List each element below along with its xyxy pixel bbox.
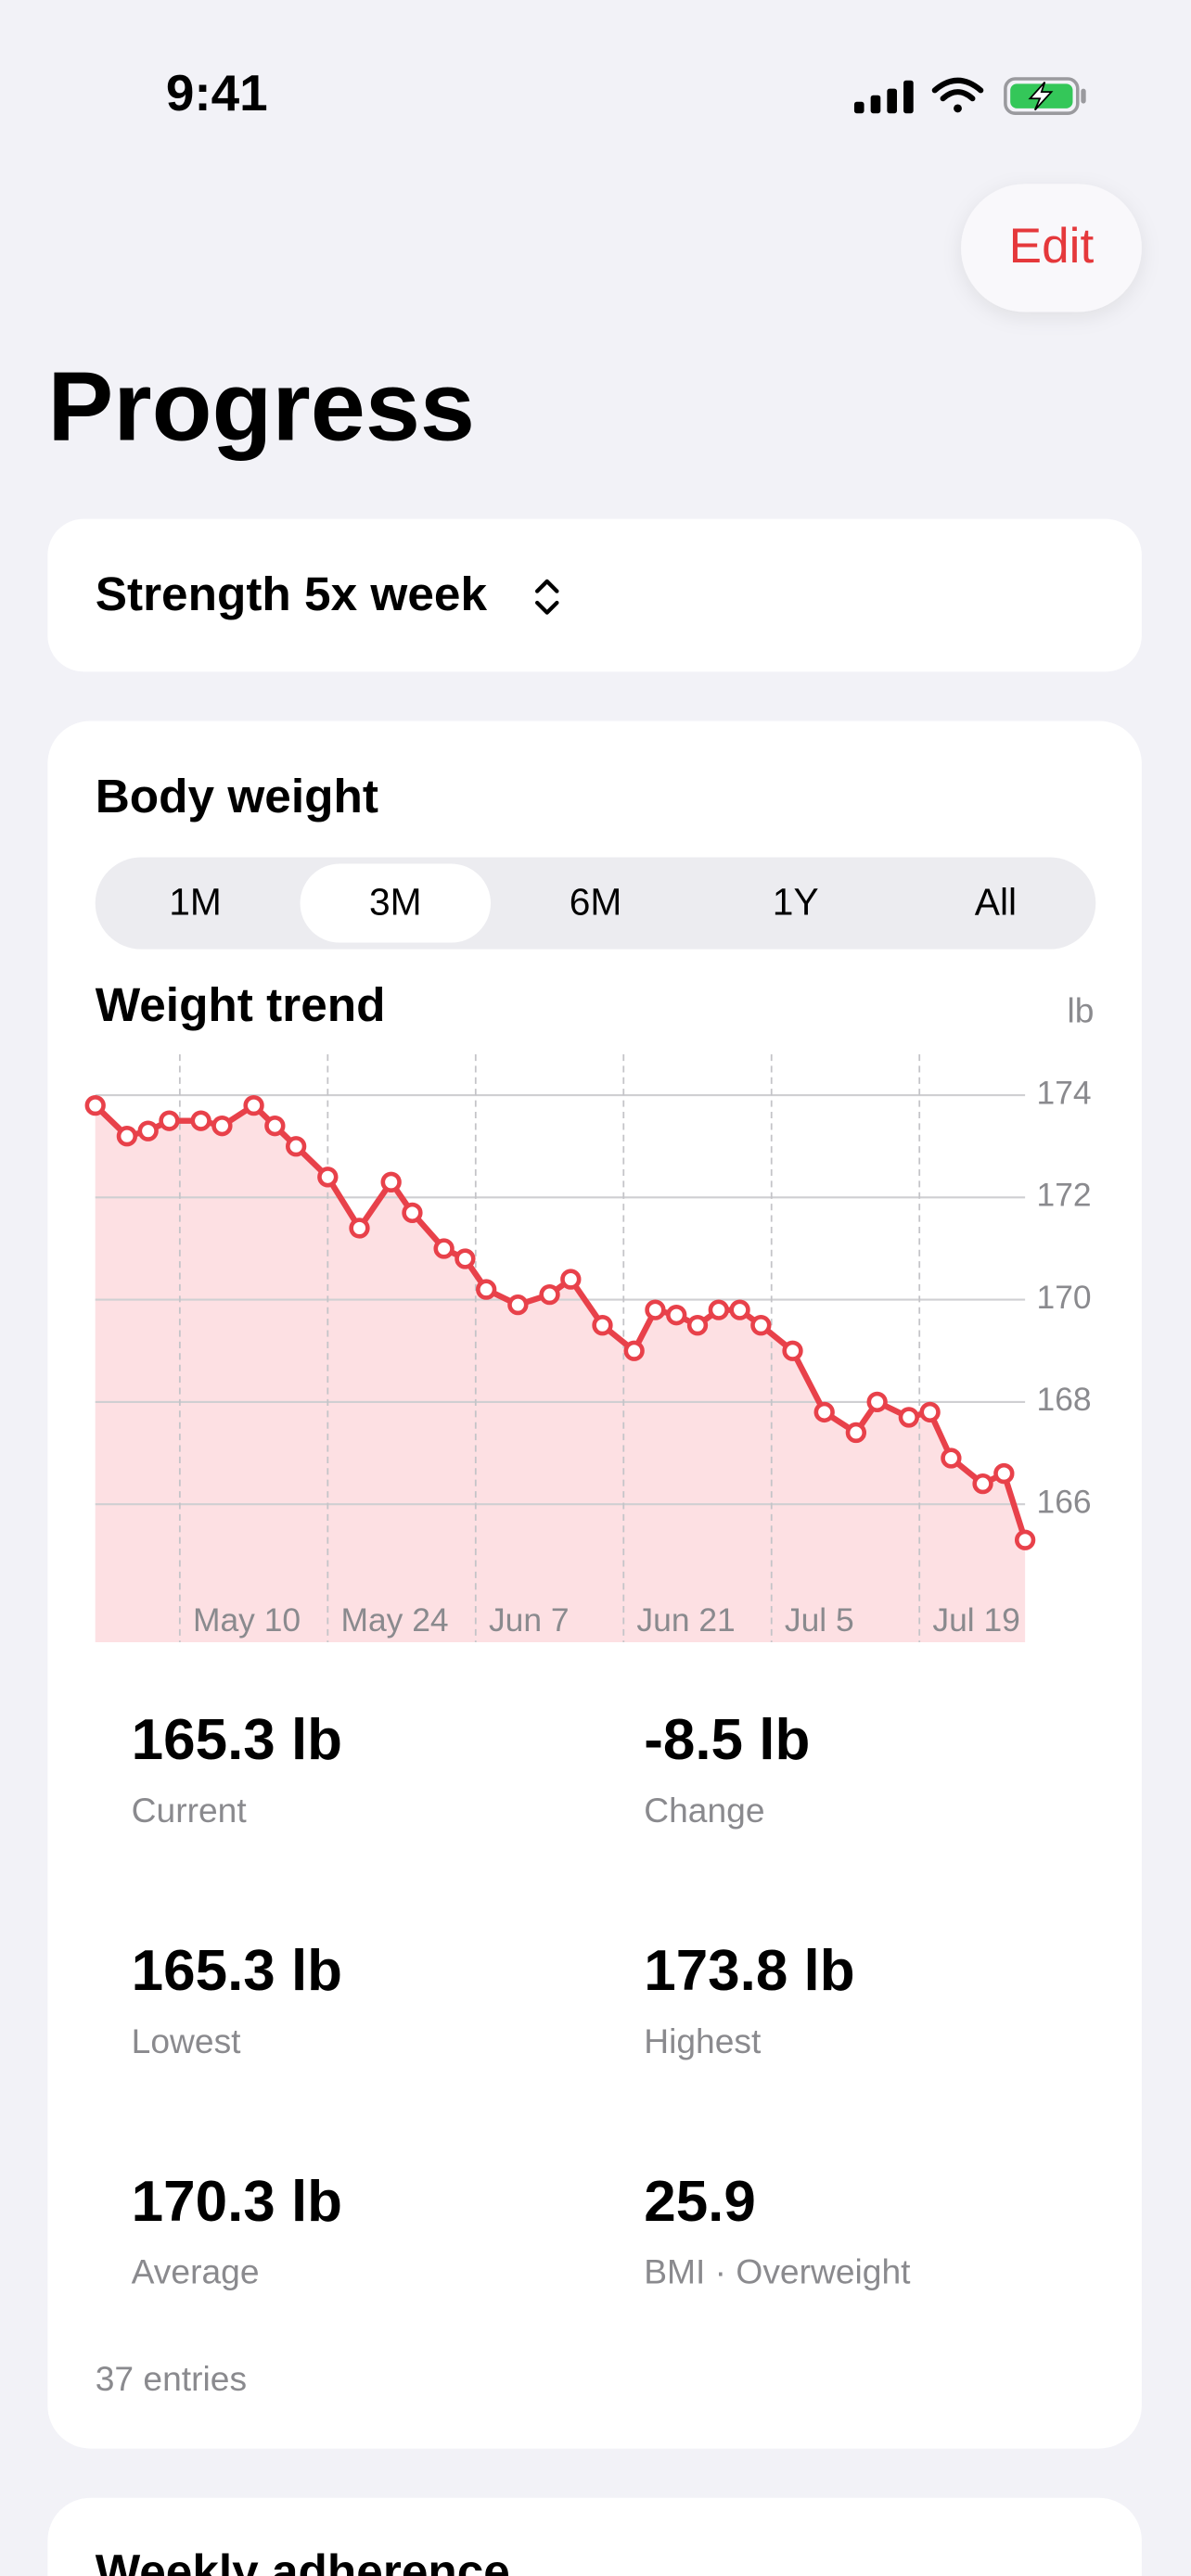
data-point xyxy=(380,1171,402,1192)
data-point xyxy=(645,1299,666,1320)
segment-label[interactable]: 6M xyxy=(570,881,622,924)
edit-button[interactable] xyxy=(961,184,1142,312)
data-point xyxy=(433,1238,455,1259)
data-point xyxy=(211,1116,233,1137)
data-point xyxy=(116,1126,138,1147)
data-point xyxy=(993,1462,1015,1485)
unit-label: lb xyxy=(1068,991,1095,1030)
x-tick-label: May 10 xyxy=(193,1601,301,1639)
data-point xyxy=(941,1447,962,1469)
y-tick-label: 168 xyxy=(1037,1381,1092,1418)
data-point xyxy=(190,1110,211,1131)
data-point xyxy=(623,1340,645,1361)
data-point xyxy=(317,1167,339,1188)
segment-label[interactable]: All xyxy=(975,881,1017,924)
x-tick-label: Jul 19 xyxy=(932,1601,1019,1639)
plan-selector[interactable] xyxy=(47,518,1142,672)
data-point xyxy=(455,1248,476,1269)
data-point xyxy=(898,1407,919,1428)
chevron-icon xyxy=(535,579,559,615)
y-tick-label: 170 xyxy=(1037,1279,1092,1316)
data-point xyxy=(919,1401,941,1423)
stat-label: BMI · Overweight xyxy=(644,2252,911,2291)
data-point xyxy=(159,1110,180,1131)
status-time: 9:41 xyxy=(166,64,268,121)
stat-value: 25.9 xyxy=(644,2170,756,2234)
stat-value: 170.3 lb xyxy=(132,2170,342,2234)
segment-label[interactable]: 3M xyxy=(369,881,422,924)
data-point xyxy=(813,1401,835,1423)
page-title: Progress xyxy=(47,351,475,461)
plan-label[interactable]: Strength 5x week xyxy=(96,567,488,620)
stat-label: Highest xyxy=(644,2021,762,2060)
data-point xyxy=(708,1299,729,1320)
stat-label: Average xyxy=(132,2252,260,2291)
stat-value: 165.3 lb xyxy=(132,1708,342,1772)
data-point xyxy=(264,1116,286,1137)
card-title: Weekly adherence xyxy=(96,2545,510,2576)
y-tick-label: 166 xyxy=(1037,1484,1092,1521)
data-point xyxy=(402,1202,423,1224)
data-point xyxy=(592,1315,613,1336)
entries-count: 37 entries xyxy=(96,2359,247,2398)
data-point xyxy=(84,1094,106,1116)
data-point xyxy=(243,1094,264,1116)
data-point xyxy=(1014,1529,1036,1550)
data-point xyxy=(285,1136,307,1157)
signal-icon xyxy=(853,80,914,114)
data-point xyxy=(782,1340,803,1361)
card-title: Body weight xyxy=(96,770,378,823)
stat-value: -8.5 lb xyxy=(644,1708,810,1772)
x-tick-label: Jun 21 xyxy=(636,1601,735,1639)
data-point xyxy=(539,1283,560,1306)
data-point xyxy=(476,1279,497,1300)
x-tick-label: May 24 xyxy=(340,1601,448,1639)
data-point xyxy=(729,1299,750,1320)
y-tick-label: 174 xyxy=(1037,1074,1092,1111)
stat-label: Change xyxy=(644,1791,764,1830)
battery-icon xyxy=(1004,77,1086,115)
data-point xyxy=(750,1315,772,1336)
data-point xyxy=(972,1473,993,1495)
stat-label: Lowest xyxy=(132,2021,241,2060)
stat-value: 173.8 lb xyxy=(644,1939,854,2003)
data-point xyxy=(686,1315,709,1336)
stat-value: 165.3 lb xyxy=(132,1939,342,2003)
stat-label: Current xyxy=(132,1791,248,1830)
y-tick-label: 172 xyxy=(1037,1177,1092,1214)
segment-label[interactable]: 1Y xyxy=(773,881,819,924)
data-point xyxy=(845,1422,867,1444)
data-point xyxy=(349,1218,370,1239)
data-point xyxy=(137,1120,159,1141)
segment-label[interactable]: 1M xyxy=(169,881,222,924)
x-tick-label: Jun 7 xyxy=(489,1601,570,1639)
segment-selected[interactable] xyxy=(300,863,492,943)
data-point xyxy=(507,1294,529,1316)
x-tick-label: Jul 5 xyxy=(785,1601,854,1639)
chart-title: Weight trend xyxy=(96,978,386,1031)
edit-label[interactable]: Edit xyxy=(1009,219,1095,274)
data-point xyxy=(866,1391,888,1413)
data-point xyxy=(666,1305,687,1326)
card xyxy=(47,2497,1142,2576)
wifi-icon xyxy=(931,77,984,113)
data-point xyxy=(560,1269,582,1290)
